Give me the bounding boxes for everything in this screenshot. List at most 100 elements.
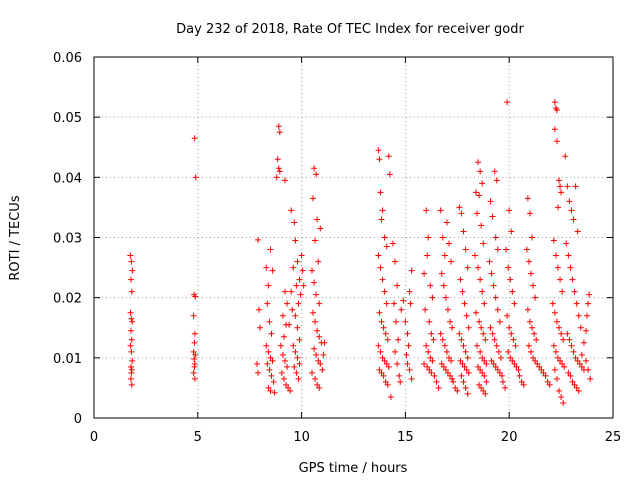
data-point [310, 195, 317, 202]
data-point [551, 309, 558, 316]
data-point [553, 318, 560, 325]
data-point [494, 306, 501, 313]
data-point [437, 330, 444, 337]
data-point [575, 312, 582, 319]
data-point [191, 375, 198, 382]
data-point [557, 357, 564, 364]
data-point [379, 354, 386, 361]
data-point [293, 369, 300, 376]
data-point [465, 369, 472, 376]
data-point [314, 327, 321, 334]
data-point [295, 300, 302, 307]
data-point [577, 324, 584, 331]
data-point [511, 360, 518, 367]
data-point [459, 288, 466, 295]
data-point [546, 381, 553, 388]
data-point [464, 264, 471, 271]
data-point [584, 312, 591, 319]
data-point [472, 309, 479, 316]
data-point [191, 356, 198, 363]
data-point [381, 234, 388, 241]
data-point [265, 348, 272, 355]
data-point [480, 330, 487, 337]
data-point [529, 324, 536, 331]
data-point [378, 318, 385, 325]
data-point [127, 327, 134, 334]
data-point [457, 276, 464, 283]
data-point [494, 246, 501, 253]
data-point [384, 336, 391, 343]
data-point [492, 294, 499, 301]
data-point [570, 348, 577, 355]
data-point [566, 336, 573, 343]
data-point [439, 336, 446, 343]
data-point [292, 348, 299, 355]
data-point [492, 363, 499, 370]
data-point [428, 330, 435, 337]
data-point [313, 291, 320, 298]
data-point [534, 360, 541, 367]
data-point [406, 366, 413, 373]
data-point [191, 363, 198, 370]
data-point [289, 306, 296, 313]
data-point [532, 357, 539, 364]
data-point [553, 138, 560, 145]
data-point [265, 384, 272, 391]
data-point [491, 336, 498, 343]
y-axis-label: ROTI / TECUs [8, 195, 23, 280]
data-point [428, 369, 435, 376]
data-point [496, 318, 503, 325]
data-point [496, 369, 503, 376]
data-point [454, 387, 461, 394]
data-point [488, 270, 495, 277]
data-point [263, 264, 270, 271]
data-point [475, 264, 482, 271]
data-point [491, 168, 498, 175]
data-point [478, 222, 485, 229]
data-point [493, 342, 500, 349]
data-point [280, 375, 287, 382]
data-point [482, 336, 489, 343]
data-point [270, 378, 277, 385]
data-point [538, 366, 545, 373]
data-point [573, 384, 580, 391]
data-point [191, 339, 198, 346]
data-point [128, 336, 135, 343]
data-point [557, 183, 564, 190]
y-tick-label: 0.05 [53, 111, 82, 126]
data-point [559, 360, 566, 367]
data-point [499, 378, 506, 385]
data-point [464, 390, 471, 397]
data-point [587, 375, 594, 382]
data-point [493, 177, 500, 184]
data-point [476, 192, 483, 199]
data-point [483, 360, 490, 367]
data-point [311, 165, 318, 172]
data-point [503, 246, 510, 253]
data-point [474, 342, 481, 349]
data-point [524, 195, 531, 202]
data-point [392, 348, 399, 355]
data-point [406, 288, 413, 295]
data-point [505, 264, 512, 271]
data-point [449, 375, 456, 382]
data-point [549, 300, 556, 307]
data-point [533, 336, 540, 343]
data-point [264, 360, 271, 367]
data-point [383, 300, 390, 307]
data-point [489, 213, 496, 220]
y-tick-label: 0 [74, 412, 82, 427]
data-point [376, 309, 383, 316]
data-point [127, 342, 134, 349]
data-point [578, 351, 585, 358]
data-point [552, 252, 559, 259]
data-point [312, 237, 319, 244]
data-point [532, 294, 539, 301]
data-point [386, 171, 393, 178]
x-tick-label: 25 [605, 430, 622, 445]
data-point [429, 294, 436, 301]
data-point [556, 324, 563, 331]
data-point [460, 228, 467, 235]
data-point [192, 293, 199, 300]
data-point [574, 357, 581, 364]
